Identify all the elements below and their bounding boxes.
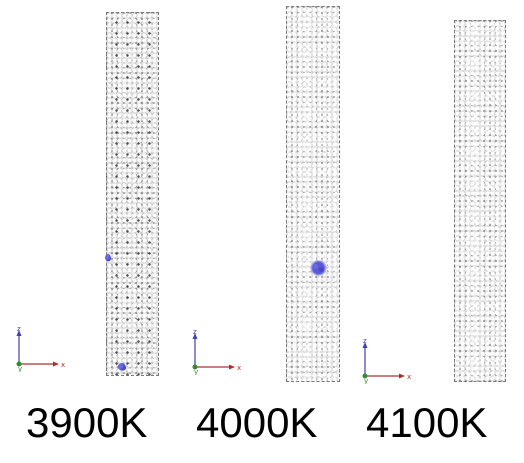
- y-axis-marker: [16, 361, 22, 367]
- temperature-label-4100k: 4100K: [366, 399, 488, 446]
- x-axis-label: x: [237, 364, 241, 372]
- x-axis-arrow-icon: [53, 361, 59, 367]
- atom-slab-4000k: [286, 6, 340, 382]
- y-axis-label: y: [194, 368, 198, 375]
- z-axis-label: z: [363, 337, 367, 345]
- y-axis-label: y: [18, 365, 22, 372]
- z-axis-arrow-icon: [192, 333, 198, 339]
- atom-slab-4100k: [454, 20, 506, 382]
- z-axis-label: z: [17, 325, 21, 333]
- blue-atom-cluster-bottom: [117, 363, 127, 371]
- temperature-label-4000k: 4000K: [196, 399, 318, 446]
- x-axis-label: x: [61, 361, 65, 369]
- axis-triad-4000k: z x y: [192, 328, 241, 375]
- z-axis-arrow-icon: [16, 330, 22, 336]
- x-axis-label: x: [407, 373, 411, 381]
- axis-triad-3900k: z x y: [16, 325, 65, 372]
- temperature-label-3900k: 3900K: [26, 399, 148, 446]
- z-axis-label: z: [193, 328, 197, 336]
- atom-slab-3900k: [106, 12, 159, 376]
- axis-triad-4100k: z x y: [362, 337, 411, 384]
- y-axis-marker: [192, 364, 198, 370]
- z-axis-arrow-icon: [362, 342, 368, 348]
- x-axis-arrow-icon: [229, 364, 235, 370]
- x-axis-arrow-icon: [399, 373, 405, 379]
- blue-atom-cluster-small: [105, 254, 111, 262]
- y-axis-label: y: [364, 377, 368, 384]
- y-axis-marker: [362, 373, 368, 379]
- blue-atom-cluster-middle: [309, 260, 328, 276]
